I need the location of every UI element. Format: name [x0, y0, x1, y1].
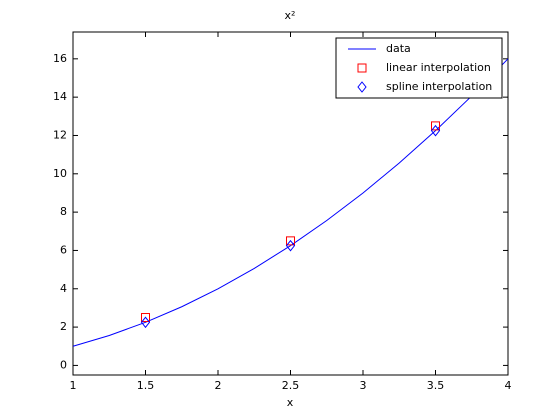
data-point	[430, 124, 441, 137]
legend-label: spline interpolation	[386, 80, 492, 93]
x-axis-label: x	[287, 396, 294, 409]
data-point	[285, 239, 296, 252]
x-tick-label: 3.5	[427, 379, 445, 392]
legend-box	[335, 37, 503, 99]
x-tick-label: 2	[215, 379, 222, 392]
data-point	[141, 313, 150, 323]
x-tick-label: 1	[70, 379, 77, 392]
chart-title: x²	[285, 9, 296, 22]
data-point	[140, 316, 151, 329]
legend-marker	[357, 81, 367, 93]
y-tick-label: 10	[53, 167, 67, 180]
legend-marker	[357, 63, 367, 73]
y-tick-label: 16	[53, 52, 67, 65]
x-tick-label: 2.5	[282, 379, 300, 392]
data-line	[72, 58, 509, 347]
legend-label: linear interpolation	[386, 61, 491, 74]
x-tick-label: 1.5	[137, 379, 155, 392]
x-tick-label: 3	[360, 379, 367, 392]
data-point	[431, 121, 440, 131]
y-tick-label: 4	[60, 282, 67, 295]
y-tick-label: 2	[60, 320, 67, 333]
y-tick-label: 0	[60, 358, 67, 371]
data-point	[286, 236, 295, 246]
y-tick-label: 14	[53, 90, 67, 103]
y-tick-label: 6	[60, 243, 67, 256]
y-tick-label: 12	[53, 128, 67, 141]
legend-label: data	[386, 42, 411, 55]
y-tick-label: 8	[60, 205, 67, 218]
x-tick-label: 4	[505, 379, 512, 392]
